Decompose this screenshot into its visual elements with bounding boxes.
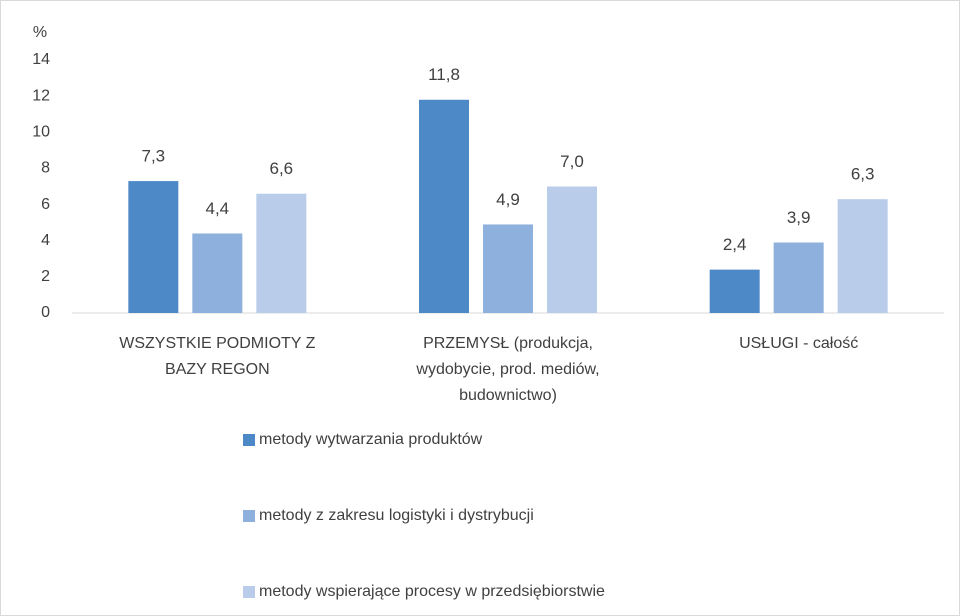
bar: [256, 193, 307, 313]
bar: [773, 242, 824, 313]
legend-item: metody z zakresu logistyki i dystrybucji: [243, 507, 534, 525]
value-label: 4,4: [206, 199, 230, 218]
legend-label: metody wytwarzania produktów: [259, 431, 483, 448]
value-label: 7,3: [142, 147, 166, 166]
y-tick-label: 2: [41, 268, 50, 285]
bar: [837, 199, 888, 313]
legend-label: metody wspierające procesy w przedsiębio…: [259, 583, 605, 600]
y-tick-label: 14: [32, 51, 50, 68]
value-label: 2,4: [723, 235, 747, 254]
y-axis-label: %: [33, 24, 47, 41]
bar: [192, 233, 243, 313]
value-label: 3,9: [787, 208, 811, 227]
legend-label: metody z zakresu logistyki i dystrybucji: [259, 507, 534, 524]
value-label: 4,9: [496, 190, 520, 209]
y-tick-label: 10: [32, 124, 50, 141]
bar: [419, 99, 469, 313]
x-tick-label: WSZYSTKIE PODMIOTY Z BAZY REGON: [119, 335, 316, 378]
legend-item: metody wspierające procesy w przedsiębio…: [243, 583, 605, 601]
y-tick-label: 4: [41, 232, 50, 249]
value-label: 7,0: [560, 152, 584, 171]
legend-swatch: [243, 434, 255, 446]
bar: [128, 181, 179, 313]
legend-swatch: [243, 586, 255, 598]
y-tick-label: 6: [41, 196, 50, 213]
bar: [483, 224, 533, 313]
bar: [709, 269, 760, 313]
legend-swatch: [243, 510, 255, 522]
bar: [547, 186, 597, 313]
y-tick-label: 8: [41, 160, 50, 177]
value-label: 6,6: [270, 159, 294, 178]
x-tick-label: PRZEMYSŁ (produkcja, wydobycie, prod. me…: [416, 335, 600, 404]
value-label: 6,3: [851, 165, 875, 184]
legend-item: metody wytwarzania produktów: [243, 431, 482, 449]
value-label: 11,8: [428, 65, 460, 84]
x-tick-label: USŁUGI - całość: [739, 335, 859, 352]
y-tick-label: 0: [41, 304, 50, 321]
y-tick-label: 12: [32, 87, 50, 104]
